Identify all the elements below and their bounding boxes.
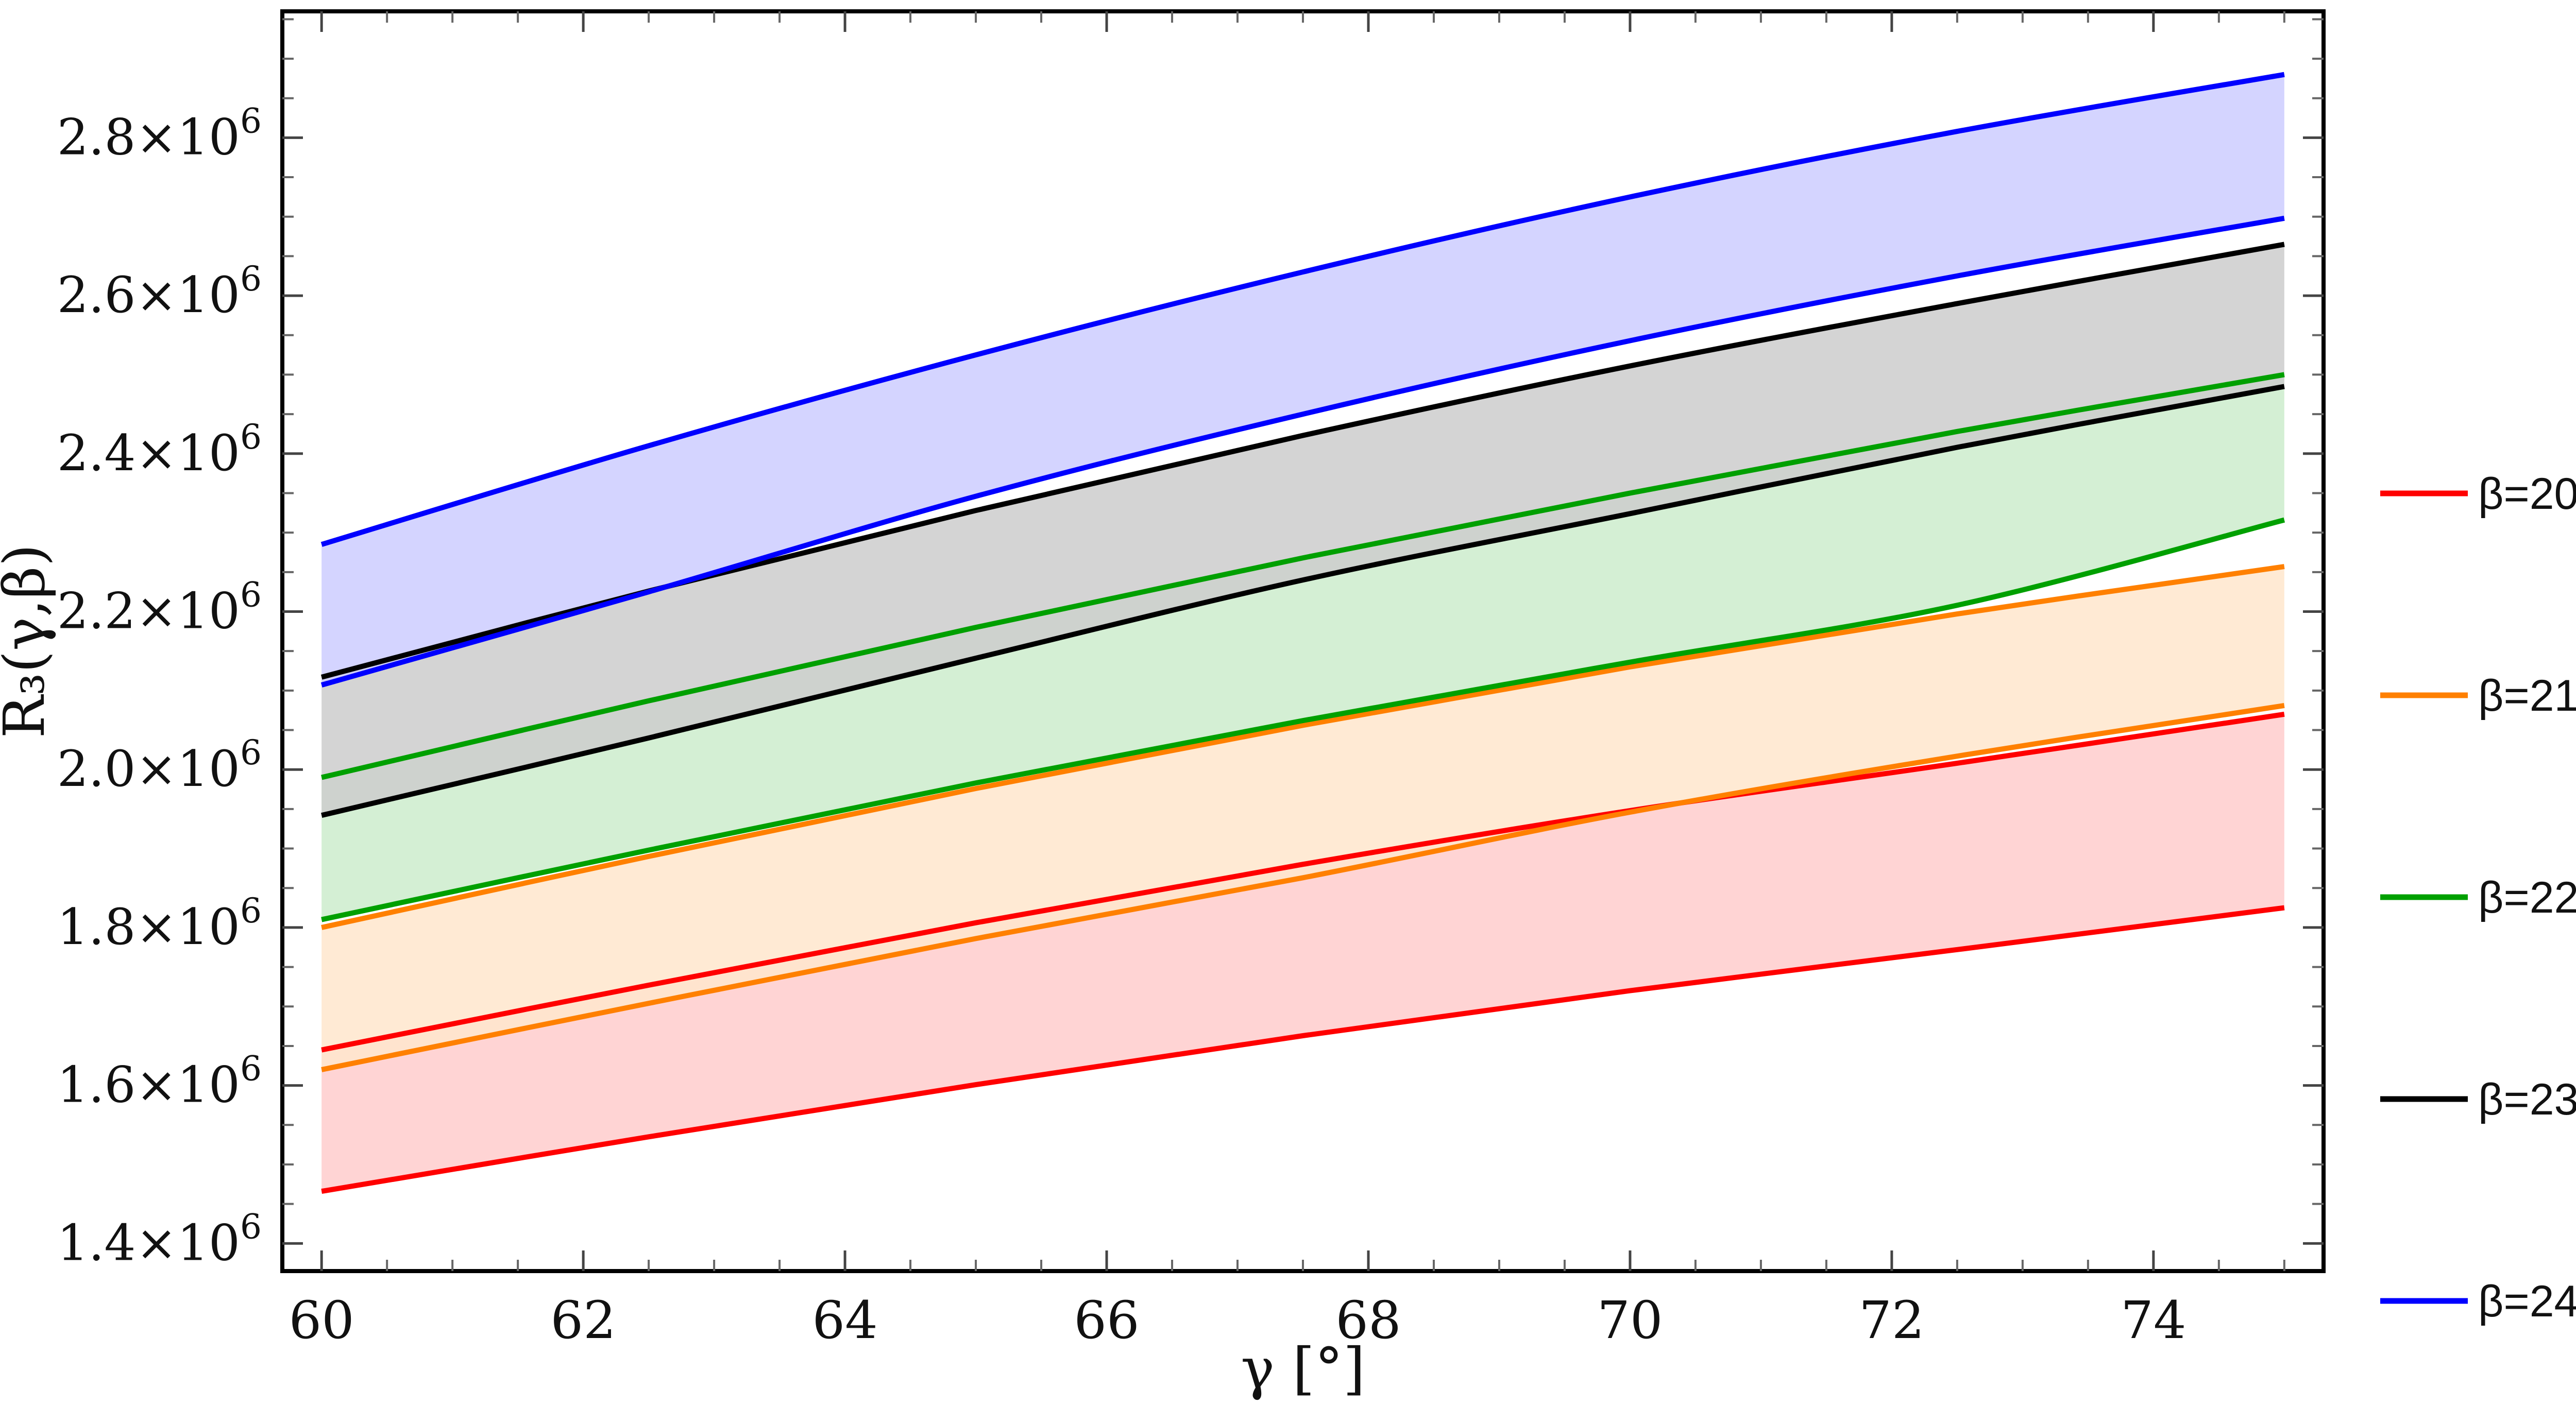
legend-label-3: β=23° [2478,1075,2576,1124]
y-tick-labels: 1.4×106 1.6×106 1.8×106 2.0×106 2.2×106 2.4×1… [57,101,262,1272]
series-lines [320,72,2285,1194]
legend-label-0: β=20° [2478,469,2576,519]
series-line-lower-0 [321,905,2285,1194]
legend-label-4: β=24° [2478,1277,2576,1326]
series-line-lower-2 [321,517,2285,922]
x-tick-labels: 60 62 64 66 68 70 72 74 [289,1290,2187,1350]
x-tick-label-4: 68 [1335,1290,1401,1350]
x-tick-label-1: 62 [551,1290,616,1350]
x-tick-label-6: 72 [1859,1290,1924,1350]
y-tick-label-5: 2.4×106 [57,417,262,482]
legend-label-1: β=21° [2478,671,2576,721]
y-tick-label-4: 2.2×106 [57,575,262,640]
band-fill-4 [321,74,2284,685]
y-tick-label-3: 2.0×106 [57,733,262,798]
series-line-upper-4 [320,72,2285,547]
band-fill-2 [321,374,2284,920]
band-fill-3 [321,244,2284,816]
x-tick-label-3: 66 [1074,1290,1139,1350]
x-tick-label-7: 74 [2121,1290,2186,1350]
y-tick-label-2: 1.8×106 [57,891,262,956]
x-tick-label-5: 70 [1597,1290,1663,1350]
series-line-lower-4 [320,215,2285,688]
band-fill-0 [321,714,2284,1192]
y-tick-label-7: 2.8×106 [57,101,262,166]
x-axis-label: γ [°] [1241,1335,1365,1401]
band-fills [321,74,2284,1192]
legend: β=20° β=21° β=22.2° β=23° β=24° [2380,469,2576,1326]
x-tick-label-2: 64 [812,1290,877,1350]
y-tick-label-1: 1.6×106 [57,1049,262,1114]
series-line-upper-0 [321,711,2285,1053]
y-tick-label-0: 1.4×106 [57,1207,262,1272]
axis-ticks [282,11,2324,1271]
y-axis-label: R₃(γ,β) [0,544,57,738]
band-fill-1 [321,567,2284,1070]
y-tick-label-6: 2.6×106 [57,259,262,324]
x-tick-label-0: 60 [289,1290,354,1350]
legend-label-2: β=22.2° [2478,873,2576,922]
series-line-lower-3 [321,384,2285,818]
series-line-upper-2 [321,372,2285,780]
series-line-upper-1 [321,564,2285,930]
series-line-lower-1 [321,703,2285,1072]
